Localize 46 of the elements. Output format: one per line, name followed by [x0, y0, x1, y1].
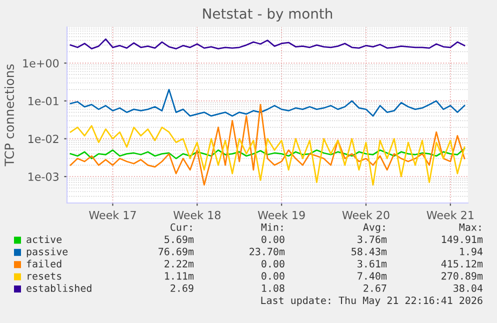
x-tick-label: Week 18 [173, 210, 220, 220]
y-tick-label: 1e+00 [23, 59, 59, 68]
text: 0.00 [262, 260, 284, 268]
text: 1.11m [165, 272, 194, 280]
line-series [70, 125, 466, 186]
text: 76.69m [158, 248, 194, 256]
line-series [70, 88, 466, 117]
x-tick-label: Week 17 [89, 210, 136, 220]
line-series [70, 104, 466, 186]
text: Cur: [170, 223, 192, 231]
text: Avg: [363, 223, 385, 233]
text: Min: [261, 223, 283, 231]
text: 58.43m [352, 248, 387, 256]
text: 2.69 [170, 284, 194, 292]
text: 7.40m [358, 272, 387, 280]
text: 38.04 [454, 284, 483, 292]
legend-label: resets [28, 272, 62, 280]
text: 3.61m [358, 260, 387, 268]
text: 0.00 [262, 236, 284, 244]
x-tick-label: Week 20 [342, 210, 390, 220]
text: 2.22m [164, 260, 194, 268]
text: 1.94 [460, 248, 483, 256]
text: 149.91m [442, 236, 483, 244]
text: 5.69m [164, 236, 194, 244]
x-tick-label: Week 19 [258, 210, 305, 220]
y-axis-title: TCP connections [4, 64, 14, 166]
x-tick-label: Week 21 [426, 210, 474, 220]
line-series [70, 38, 466, 50]
y-tick-label: 1e-01 [28, 96, 58, 106]
text: 23.70m [250, 248, 285, 256]
legend-label: established [26, 284, 92, 292]
text: Last update: Thu May 21 22:16:41 2026 [261, 296, 482, 306]
y-tick-label: 1e-02 [28, 134, 58, 144]
text: 415.12m [441, 260, 483, 268]
text: 2.67 [364, 284, 386, 292]
text: 3.76m [358, 236, 387, 244]
y-tick-label: 1e-03 [28, 172, 58, 181]
legend-label: active [26, 235, 62, 244]
chart-title: Netstat - by month [203, 8, 332, 22]
text: 1.08 [262, 284, 284, 292]
legend-label: failed [26, 260, 62, 268]
text: 0.00 [262, 272, 284, 280]
text: 270.89m [442, 272, 483, 280]
line-series [70, 148, 466, 160]
text: Max: [459, 223, 481, 231]
legend-label: passive [26, 248, 68, 258]
